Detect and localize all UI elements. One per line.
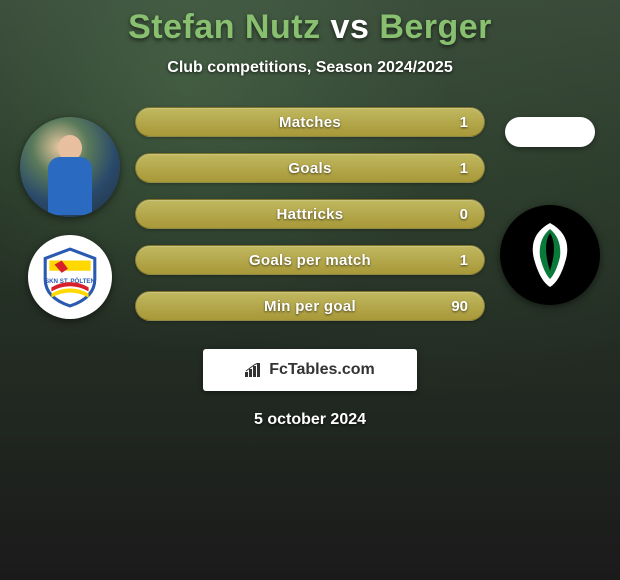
stat-label: Min per goal xyxy=(264,298,356,315)
stat-bar-matches: Matches 1 xyxy=(135,107,485,137)
stat-value: 1 xyxy=(460,160,468,177)
player2-avatar xyxy=(505,117,595,147)
stat-label: Matches xyxy=(279,114,341,131)
title-player1: Stefan Nutz xyxy=(128,8,321,46)
club2-crest xyxy=(500,205,600,305)
stat-bar-goals-per-match: Goals per match 1 xyxy=(135,245,485,275)
comparison-row: SKN ST. PÖLTEN Matches 1 Goals 1 Hattric… xyxy=(0,107,620,321)
stat-label: Goals per match xyxy=(249,252,371,269)
page-title: Stefan Nutz vs Berger xyxy=(0,8,620,47)
stat-label: Hattricks xyxy=(277,206,344,223)
chart-icon xyxy=(245,363,263,377)
left-column: SKN ST. PÖLTEN xyxy=(15,107,125,319)
club1-crest: SKN ST. PÖLTEN xyxy=(28,235,112,319)
stat-label: Goals xyxy=(288,160,331,177)
stat-bar-goals: Goals 1 xyxy=(135,153,485,183)
stat-bars: Matches 1 Goals 1 Hattricks 0 Goals per … xyxy=(135,107,485,321)
ried-icon xyxy=(510,215,590,295)
stat-value: 0 xyxy=(460,206,468,223)
stpolten-icon: SKN ST. PÖLTEN xyxy=(39,246,101,308)
date-text: 5 october 2024 xyxy=(0,411,620,429)
title-player2: Berger xyxy=(379,8,492,46)
brand-text: FcTables.com xyxy=(269,361,375,379)
subtitle: Club competitions, Season 2024/2025 xyxy=(0,59,620,77)
brand-badge: FcTables.com xyxy=(203,349,417,391)
stat-bar-hattricks: Hattricks 0 xyxy=(135,199,485,229)
title-vs: vs xyxy=(331,8,370,46)
right-column xyxy=(495,107,605,305)
stat-bar-min-per-goal: Min per goal 90 xyxy=(135,291,485,321)
stat-value: 1 xyxy=(460,114,468,131)
player1-avatar xyxy=(20,117,120,217)
stat-value: 1 xyxy=(460,252,468,269)
stat-value: 90 xyxy=(451,298,468,315)
